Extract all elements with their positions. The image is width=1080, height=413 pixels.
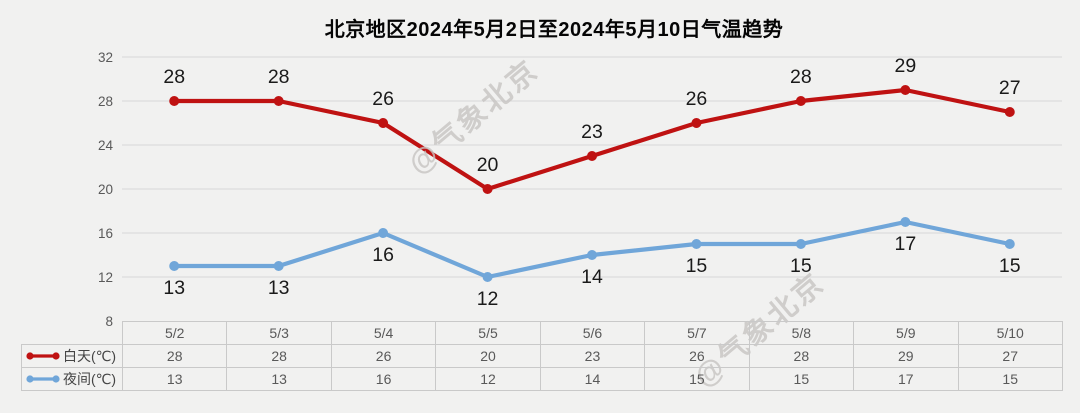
table-value-cell: 15 — [644, 367, 749, 390]
data-point-marker — [378, 118, 389, 128]
data-point-marker — [1004, 239, 1015, 249]
data-point-marker — [900, 85, 911, 95]
table-value-cell: 16 — [330, 367, 436, 390]
data-point-label: 26 — [372, 88, 394, 110]
data-point-marker — [378, 228, 389, 238]
table-value-cell: 27 — [957, 344, 1062, 367]
data-point-label: 29 — [894, 55, 916, 77]
data-point-label: 20 — [477, 154, 499, 176]
data-point-marker — [273, 96, 284, 106]
table-header-cell: 5/9 — [853, 321, 958, 344]
data-point-marker — [1004, 107, 1015, 117]
table-value-cell: 28 — [748, 344, 854, 367]
data-point-label: 15 — [999, 255, 1021, 277]
data-point-marker — [795, 239, 806, 249]
legend-item-day: 白天(℃) — [21, 344, 122, 367]
table-value-cell: 28 — [122, 344, 227, 367]
data-point-label: 12 — [477, 288, 499, 310]
data-point-marker — [169, 261, 180, 271]
table-header-cell: 5/3 — [226, 321, 331, 344]
data-point-label: 17 — [894, 233, 916, 255]
data-point-marker — [273, 261, 284, 271]
data-point-label: 13 — [163, 277, 185, 299]
data-point-label: 28 — [268, 66, 290, 88]
data-point-label: 15 — [686, 255, 708, 277]
table-corner-cell — [21, 321, 122, 343]
legend-label: 白天(℃) — [63, 348, 117, 364]
chart-title: 北京地区2024年5月2日至2024年5月10日气温趋势 — [324, 19, 784, 41]
table-header-cell: 5/4 — [330, 321, 436, 344]
table-value-cell: 13 — [122, 367, 227, 390]
data-point-label: 27 — [999, 77, 1021, 99]
y-axis-tick-label: 20 — [98, 182, 113, 197]
y-axis-tick-label: 32 — [98, 50, 113, 65]
table-value-cell: 17 — [853, 367, 958, 390]
table-value-cell: 12 — [435, 367, 540, 390]
y-axis-tick-label: 12 — [98, 270, 113, 285]
table-value-cell: 15 — [748, 367, 854, 390]
data-point-label: 13 — [268, 277, 290, 299]
data-point-marker — [587, 250, 597, 260]
data-point-marker — [587, 151, 597, 161]
table-value-cell: 13 — [226, 367, 331, 390]
data-point-marker — [482, 272, 493, 282]
data-point-marker — [691, 118, 702, 128]
data-point-marker — [482, 184, 493, 194]
table-header-cell: 5/10 — [957, 321, 1062, 344]
data-point-marker — [169, 96, 180, 106]
night-series-key-icon — [26, 375, 60, 383]
table-value-cell: 26 — [644, 344, 749, 367]
table-value-cell: 20 — [435, 344, 540, 367]
y-axis-tick-label: 24 — [98, 138, 114, 153]
legend-label: 夜间(℃) — [63, 371, 117, 387]
data-point-label: 15 — [790, 255, 812, 277]
table-value-cell: 26 — [330, 344, 436, 367]
data-point-label: 28 — [790, 66, 812, 88]
data-point-label: 16 — [372, 244, 394, 266]
table-value-cell: 15 — [957, 367, 1062, 390]
data-point-label: 28 — [163, 66, 185, 88]
y-axis-tick-label: 8 — [105, 314, 113, 329]
data-point-label: 14 — [581, 266, 603, 288]
table-header-cell: 5/6 — [539, 321, 645, 344]
data-point-marker — [900, 217, 911, 227]
data-point-label: 26 — [686, 88, 708, 110]
legend-item-night: 夜间(℃) — [21, 367, 122, 390]
table-value-cell: 29 — [853, 344, 958, 367]
table-header-cell: 5/8 — [748, 321, 854, 344]
data-point-marker — [795, 96, 806, 106]
table-header-cell: 5/2 — [122, 321, 227, 344]
table-value-cell: 14 — [539, 367, 645, 390]
table-value-cell: 28 — [226, 344, 331, 367]
table-value-cell: 23 — [539, 344, 645, 367]
y-axis-tick-label: 16 — [98, 226, 113, 241]
data-table: 5/2 5/3 5/4 5/5 5/6 5/7 5/8 5/9 5/10 白天(℃) 28 28 26 2… — [21, 321, 1063, 391]
data-point-marker — [691, 239, 702, 249]
table-header-cell: 5/5 — [435, 321, 540, 344]
table-header-cell: 5/7 — [644, 321, 749, 344]
day-series-key-icon — [26, 352, 60, 360]
y-axis-tick-label: 28 — [98, 94, 113, 109]
data-point-label: 23 — [581, 121, 603, 143]
